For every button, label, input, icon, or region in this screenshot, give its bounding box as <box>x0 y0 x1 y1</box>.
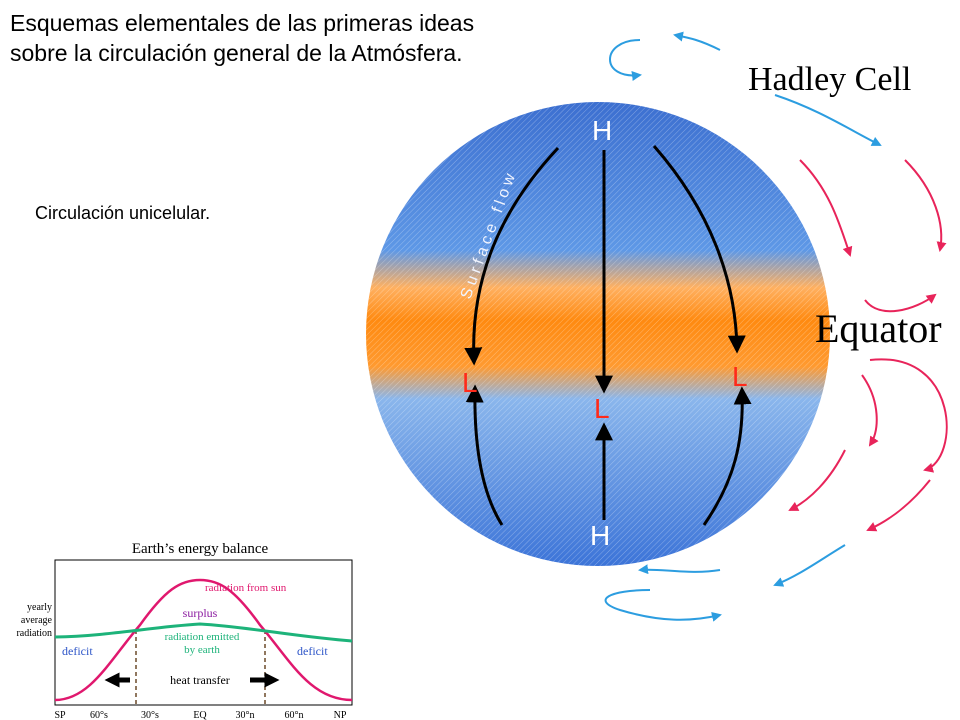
energy-balance-chart: Earth’s energy balance radiation from su… <box>16 541 353 720</box>
globe <box>366 102 830 566</box>
high-marker-south: H <box>590 520 610 551</box>
deficit-label-left: deficit <box>62 644 93 658</box>
energy-chart-frame <box>54 559 353 706</box>
high-marker-north: H <box>592 115 612 146</box>
energy-chart-title: Earth’s energy balance <box>132 541 269 557</box>
hadley-arrows-north <box>609 31 947 313</box>
tick-label: NP <box>334 710 347 720</box>
slide-subtitle: Circulación unicelular. <box>35 203 211 223</box>
surplus-label: surplus <box>183 606 218 620</box>
sun-radiation-curve <box>54 578 353 702</box>
hadley-arrows-south <box>604 358 948 622</box>
emitted-label-line1: radiation emitted <box>165 631 240 643</box>
deficit-label-right: deficit <box>297 644 328 658</box>
tick-label: 30°s <box>141 710 159 720</box>
tick-label: 60°s <box>90 710 108 720</box>
earth-radiation-curve <box>54 622 353 643</box>
slide-title: Esquemas elementales de las primeras ide… <box>10 10 475 66</box>
low-marker-west: L <box>462 367 478 398</box>
ylabel-line3: radiation <box>16 628 52 639</box>
tick-label: 30°n <box>236 710 255 720</box>
heat-transfer-label: heat transfer <box>170 673 230 687</box>
surface-flow-arrows <box>464 145 752 526</box>
equator-label: Equator <box>815 306 942 351</box>
sun-radiation-label: radiation from sun <box>205 582 287 594</box>
low-marker-east: L <box>732 361 748 392</box>
tick-label: SP <box>54 710 66 720</box>
x-axis-ticks: SP 60°s 30°s EQ 30°n 60°n NP <box>54 710 346 720</box>
hadley-cell-label: Hadley Cell <box>748 61 911 98</box>
tick-label: 60°n <box>285 710 304 720</box>
ylabel-line2: average <box>21 615 53 626</box>
tick-label: EQ <box>193 710 207 720</box>
ylabel-line1: yearly <box>27 602 52 613</box>
emitted-label-line2: by earth <box>184 644 220 656</box>
low-marker-center: L <box>594 393 610 424</box>
